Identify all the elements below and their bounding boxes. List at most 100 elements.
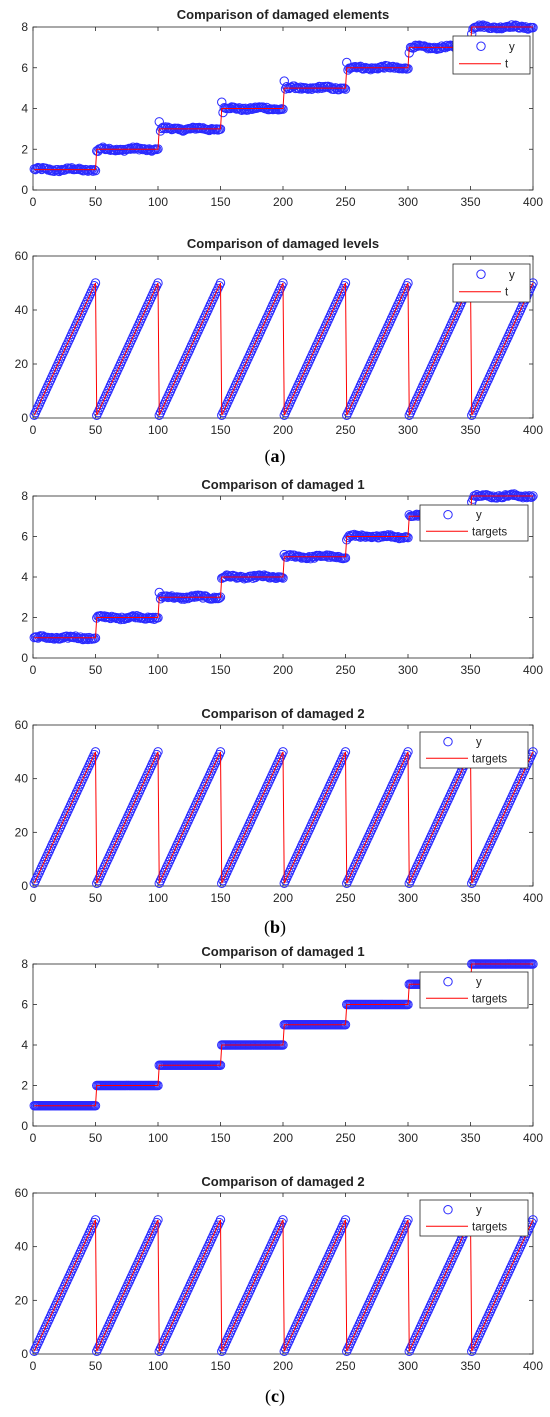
x-tick-label: 150 — [210, 663, 230, 677]
legend-label: y — [476, 977, 482, 989]
x-tick-label: 50 — [89, 891, 103, 905]
x-tick-label: 100 — [148, 1359, 168, 1373]
legend-label: t — [505, 287, 509, 299]
x-tick-label: 200 — [273, 1131, 293, 1145]
x-tick-label: 100 — [148, 663, 168, 677]
x-tick-label: 150 — [210, 423, 230, 437]
y-tick-label: 2 — [21, 142, 28, 156]
data-point — [97, 143, 107, 154]
legend: yt — [452, 263, 531, 303]
legend-label: y — [476, 737, 482, 749]
chart-title: Comparison of damaged 2 — [201, 706, 364, 721]
data-point — [377, 61, 387, 72]
chart-title: Comparison of damaged 1 — [201, 944, 364, 959]
x-tick-label: 400 — [523, 1131, 543, 1145]
series-y-markers — [29, 747, 538, 889]
series-targets-line — [33, 1219, 534, 1352]
legend-label: y — [476, 510, 482, 522]
x-tick-label: 400 — [523, 891, 543, 905]
x-tick-label: 100 — [148, 891, 168, 905]
legend: yt — [452, 35, 531, 75]
chart-1: Comparison of damaged elements 0 50 100 150 2… — [21, 7, 543, 209]
data-point — [398, 533, 408, 543]
data-point — [214, 593, 224, 603]
data-point — [528, 22, 538, 33]
data-point — [527, 492, 537, 502]
x-tick-label: 400 — [523, 663, 543, 677]
y-tick-label: 6 — [21, 61, 28, 75]
data-point — [494, 23, 504, 34]
y-tick-label: 4 — [21, 570, 28, 584]
legend-label: targets — [472, 526, 507, 538]
x-tick-label: 300 — [398, 195, 418, 209]
x-tick-label: 200 — [273, 663, 293, 677]
chart-6: Comparison of damaged 20 50 100 150 200 250 30… — [15, 1174, 544, 1373]
x-tick-label: 200 — [273, 423, 293, 437]
data-point — [523, 24, 533, 34]
data-point — [127, 611, 137, 622]
legend-marker-icon — [443, 1205, 453, 1215]
chart-3: Comparison of damaged 1 0 50 100 150 200 250 30… — [21, 477, 543, 677]
x-tick-label: 50 — [89, 1131, 103, 1145]
legend: y targets — [419, 731, 529, 769]
x-tick-label: 0 — [30, 1131, 37, 1145]
data-point — [487, 23, 497, 34]
legend-box — [419, 971, 529, 1009]
y-tick-label: 8 — [21, 489, 28, 503]
charts-container: Comparison of damaged elements 0 50 100 150 2… — [15, 7, 544, 1373]
panel-label-b: (b) — [264, 917, 286, 938]
y-tick-label: 20 — [15, 1293, 29, 1307]
y-tick-label: 8 — [21, 20, 28, 34]
x-tick-label: 0 — [30, 663, 37, 677]
x-tick-label: 100 — [148, 423, 168, 437]
y-tick-label: 0 — [21, 1347, 28, 1361]
x-tick-label: 200 — [273, 195, 293, 209]
data-point — [263, 571, 273, 582]
x-tick-label: 300 — [398, 423, 418, 437]
y-tick-label: 40 — [15, 772, 29, 786]
legend-marker-icon — [443, 510, 453, 520]
x-tick-label: 400 — [523, 423, 543, 437]
series-targets-line — [33, 751, 534, 884]
y-tick-label: 60 — [15, 249, 29, 263]
x-tick-label: 400 — [523, 195, 543, 209]
data-point — [334, 84, 344, 95]
legend-box — [419, 1199, 529, 1237]
y-tick-label: 0 — [21, 411, 28, 425]
x-tick-label: 200 — [273, 1359, 293, 1373]
x-tick-label: 400 — [523, 1359, 543, 1373]
data-point — [223, 570, 233, 581]
chart-4: Comparison of damaged 20 50 100 150 200 250 30… — [15, 706, 544, 905]
y-tick-label: 4 — [21, 1038, 28, 1052]
data-point — [528, 747, 538, 757]
chart-title: Comparison of damaged 1 — [201, 477, 364, 492]
x-tick-label: 150 — [210, 1131, 230, 1145]
y-tick-label: 0 — [21, 183, 28, 197]
data-point — [428, 43, 438, 54]
legend-label: y — [509, 269, 515, 281]
y-tick-label: 0 — [21, 651, 28, 665]
legend-box — [419, 504, 529, 542]
legend: y targets — [419, 971, 529, 1009]
x-tick-label: 0 — [30, 891, 37, 905]
legend-marker-icon — [443, 737, 453, 747]
y-tick-label: 60 — [15, 718, 29, 732]
legend-label: y — [509, 41, 515, 53]
x-tick-label: 350 — [460, 891, 480, 905]
data-point — [522, 492, 532, 503]
x-tick-label: 250 — [335, 1359, 355, 1373]
y-tick-label: 40 — [15, 1240, 29, 1254]
data-point — [282, 82, 292, 92]
y-tick-label: 8 — [21, 957, 28, 971]
y-tick-label: 6 — [21, 530, 28, 544]
y-tick-label: 20 — [15, 825, 29, 839]
y-tick-label: 6 — [21, 998, 28, 1012]
legend-box — [452, 35, 531, 75]
x-tick-label: 250 — [335, 195, 355, 209]
legend: y targets — [419, 504, 529, 542]
panel-labels: (a) (b) (c) — [264, 446, 286, 1407]
y-tick-label: 60 — [15, 1186, 29, 1200]
legend: y targets — [419, 1199, 529, 1237]
legend-label: targets — [472, 993, 507, 1005]
